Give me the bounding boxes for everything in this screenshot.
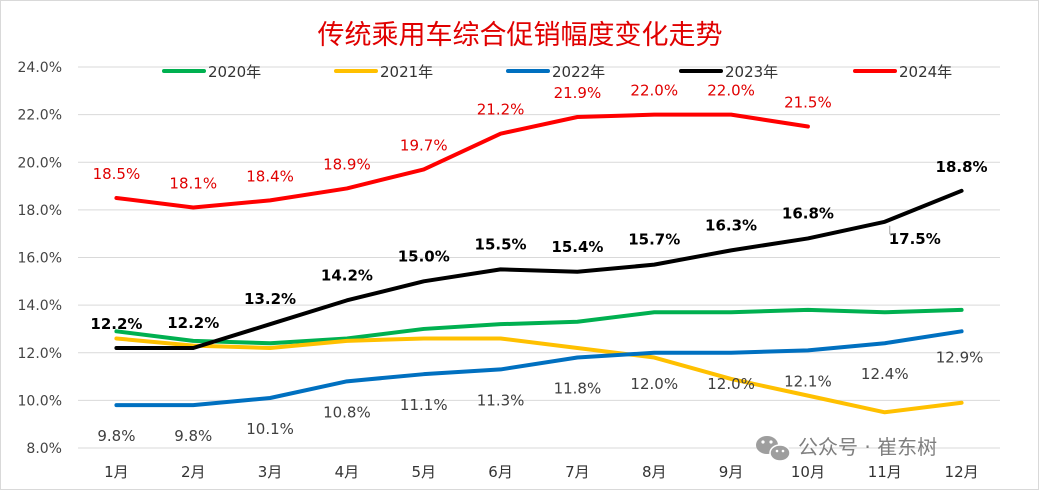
y-axis-ticks: 8.0% 10.0% 12.0% 14.0% 16.0% 18.0% 20.0% 22.0% 2… xyxy=(18,60,62,457)
y-tick-label: 8.0% xyxy=(26,441,62,457)
data-label-2024: 22.0% xyxy=(707,82,755,100)
data-label-2024: 21.9% xyxy=(554,84,602,102)
series-line-2022 xyxy=(114,329,964,408)
data-label-2024: 21.5% xyxy=(784,94,832,112)
x-tick-label: 8月 xyxy=(642,463,667,481)
x-tick-label: 5月 xyxy=(411,463,436,481)
data-label-2023: 16.8% xyxy=(782,204,834,222)
y-tick-label: 20.0% xyxy=(18,155,62,171)
data-label-2023: 13.2% xyxy=(244,290,296,308)
data-label-2023: 17.5% xyxy=(889,230,941,248)
data-label-2024: 18.5% xyxy=(93,165,141,183)
data-label-2022: 9.8% xyxy=(174,427,212,445)
y-tick-label: 18.0% xyxy=(18,203,62,219)
x-tick-label: 10月 xyxy=(791,463,825,481)
series-line-2023 xyxy=(114,188,964,350)
x-tick-label: 6月 xyxy=(488,463,513,481)
series-line-2024 xyxy=(114,112,810,210)
data-label-2024: 22.0% xyxy=(630,82,678,100)
data-label-2022: 12.1% xyxy=(784,372,832,390)
legend: 2020年 2021年 2022年 2023年 2024年 xyxy=(162,63,952,81)
data-label-2022: 12.9% xyxy=(936,348,984,366)
series-line-2020 xyxy=(114,307,964,346)
x-tick-label: 1月 xyxy=(104,463,129,481)
x-tick-label: 2月 xyxy=(181,463,206,481)
data-label-2022: 11.1% xyxy=(400,396,448,414)
y-tick-label: 22.0% xyxy=(18,108,62,124)
data-label-2022: 10.1% xyxy=(246,420,294,438)
data-label-2022: 11.3% xyxy=(477,391,525,409)
data-label-2022: 12.4% xyxy=(861,365,909,383)
legend-label-2024: 2024年 xyxy=(899,63,952,81)
legend-label-2021: 2021年 xyxy=(380,63,433,81)
data-label-2024: 18.1% xyxy=(169,174,217,192)
x-tick-label: 4月 xyxy=(335,463,360,481)
x-tick-label: 3月 xyxy=(258,463,283,481)
data-label-2022: 9.8% xyxy=(97,427,135,445)
gridlines xyxy=(78,66,1000,449)
legend-label-2022: 2022年 xyxy=(552,63,605,81)
y-tick-label: 14.0% xyxy=(18,298,62,314)
data-labels: 18.5% 18.1% 18.4% 18.9% 19.7% 21.2% 21.9% 22.0%… xyxy=(90,82,987,446)
y-tick-label: 12.0% xyxy=(18,346,62,362)
data-label-2022: 12.0% xyxy=(707,375,755,393)
legend-label-2023: 2023年 xyxy=(725,63,778,81)
watermark-text: 公众号 · 崔东树 xyxy=(798,435,937,459)
label-leader-line xyxy=(889,225,895,235)
x-tick-label: 7月 xyxy=(565,463,590,481)
data-label-2023: 18.8% xyxy=(936,158,988,176)
data-label-2024: 19.7% xyxy=(400,136,448,154)
data-label-2023: 15.7% xyxy=(628,231,680,249)
y-tick-label: 10.0% xyxy=(18,393,62,409)
x-axis-ticks: 1月 2月 3月 4月 5月 6月 7月 8月 9月 10月 11月 12月 xyxy=(104,463,978,481)
data-label-2023: 12.2% xyxy=(167,314,219,332)
data-label-2022: 10.8% xyxy=(323,403,371,421)
y-tick-label: 16.0% xyxy=(18,251,62,267)
data-label-2022: 12.0% xyxy=(630,375,678,393)
x-tick-label: 11月 xyxy=(868,463,902,481)
series-lines xyxy=(114,112,964,415)
series-line-2021 xyxy=(114,336,964,415)
wechat-icon xyxy=(756,436,791,462)
data-label-2024: 21.2% xyxy=(477,101,525,119)
x-tick-label: 9月 xyxy=(719,463,744,481)
y-tick-label: 24.0% xyxy=(18,60,62,76)
data-label-2023: 16.3% xyxy=(705,216,757,234)
data-label-2024: 18.4% xyxy=(246,167,294,185)
chart-title: 传统乘用车综合促销幅度变化走势 xyxy=(318,20,723,51)
data-label-2023: 15.0% xyxy=(398,247,450,265)
watermark: 公众号 · 崔东树 xyxy=(756,435,937,462)
data-label-2022: 11.8% xyxy=(554,380,602,398)
data-label-2023: 15.4% xyxy=(551,238,603,256)
data-label-2023: 15.5% xyxy=(475,235,527,253)
data-label-2023: 12.2% xyxy=(90,315,142,333)
x-tick-label: 12月 xyxy=(945,463,979,481)
legend-label-2020: 2020年 xyxy=(208,63,261,81)
data-label-2023: 14.2% xyxy=(321,266,373,284)
data-label-2024: 18.9% xyxy=(323,155,371,173)
